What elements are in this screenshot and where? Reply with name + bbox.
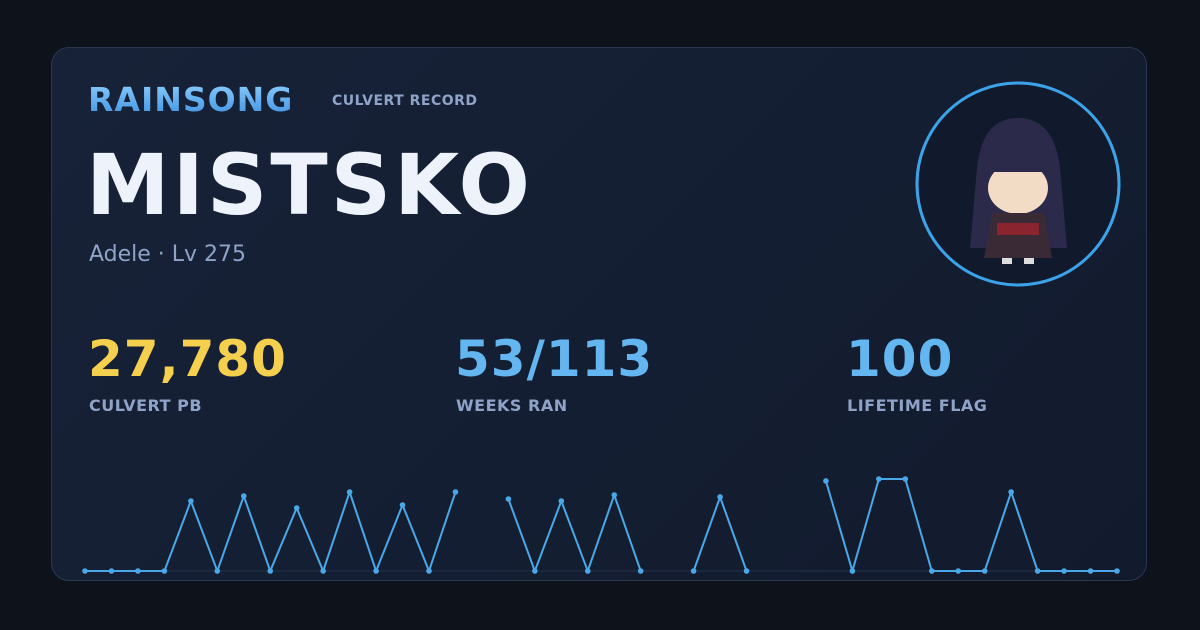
data-point [743, 568, 750, 574]
stat-label: WEEKS RAN [456, 396, 568, 415]
data-point [876, 476, 882, 482]
data-point [558, 498, 565, 504]
sparkline [85, 478, 1117, 575]
data-point [611, 492, 618, 498]
data-point [320, 568, 326, 574]
data-point [584, 568, 591, 574]
data-point [135, 568, 141, 574]
data-point [717, 494, 723, 500]
data-point [267, 568, 274, 574]
data-point [293, 505, 300, 511]
character-name: MISTSKO [86, 136, 533, 234]
data-point [902, 476, 909, 482]
stat-label: CULVERT PB [89, 396, 203, 415]
data-point [981, 568, 988, 574]
data-point [1034, 568, 1041, 574]
data-point [108, 568, 115, 574]
data-point [690, 568, 697, 574]
avatar [915, 81, 1121, 287]
data-point [82, 568, 88, 574]
data-point [240, 493, 247, 499]
card: RAINSONG CULVERT RECORD MISTSKO Adele · … [51, 47, 1147, 581]
data-point [1114, 568, 1120, 574]
stat-label: LIFETIME FLAG [847, 396, 988, 415]
subtitle: CULVERT RECORD [332, 93, 478, 109]
card-graphics [82, 81, 1121, 575]
data-point [823, 478, 829, 484]
data-point [399, 502, 406, 508]
data-point [849, 568, 856, 574]
data-point [1008, 489, 1014, 495]
data-point [346, 489, 353, 495]
stat-value: 53/113 [455, 330, 654, 388]
data-point [214, 568, 221, 574]
data-point [532, 568, 538, 574]
data-point [928, 568, 935, 574]
stat-value: 100 [846, 330, 954, 388]
data-point [161, 568, 168, 574]
data-point [452, 489, 459, 495]
data-point [188, 498, 194, 504]
data-point [1061, 568, 1067, 574]
world-name: RAINSONG [88, 80, 294, 119]
stat-value: 27,780 [88, 330, 287, 388]
data-point [955, 568, 962, 574]
data-point [1087, 568, 1094, 574]
data-point [373, 568, 379, 574]
data-point [426, 568, 432, 574]
class-level: Adele · Lv 275 [89, 242, 247, 267]
data-point [505, 496, 512, 502]
data-point [637, 568, 644, 574]
